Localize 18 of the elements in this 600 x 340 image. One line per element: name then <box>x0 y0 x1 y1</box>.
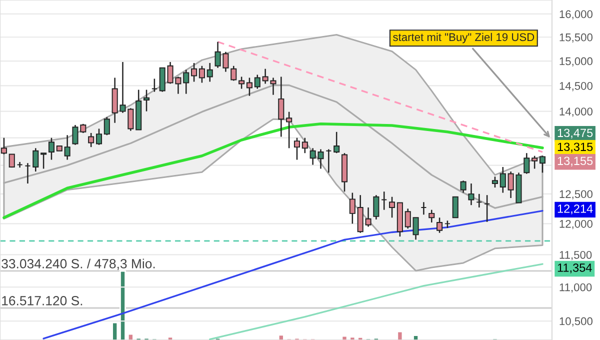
y-tick-label: 10,500 <box>560 317 592 326</box>
y-tick-label: 14,500 <box>560 82 592 92</box>
y-tick-label: 15,500 <box>560 33 592 43</box>
data-label: 12,214 <box>558 204 593 214</box>
y-tick-label: 11,000 <box>560 283 592 293</box>
y-tick-label: 11,500 <box>560 250 592 260</box>
ref-line-label: 16.517.120 S. <box>2 296 82 306</box>
y-tick-label: 15,000 <box>560 57 592 66</box>
y-tick-label: 12,500 <box>560 190 592 200</box>
ref-line-label: 33.034.240 S. / 478,3 Mio. <box>2 258 155 270</box>
y-tick-label: 14,000 <box>560 108 592 117</box>
data-label: 13,315 <box>558 142 593 152</box>
annotation: startet mit "Buy" Ziel 19 USD <box>393 32 534 44</box>
text: 13,475 <box>558 128 593 138</box>
data-label: 11,354 <box>558 264 592 274</box>
y-tick-label: 16,000 <box>560 10 592 20</box>
text: 13,155 <box>558 156 593 166</box>
y-tick-label: 12,000 <box>560 220 592 230</box>
